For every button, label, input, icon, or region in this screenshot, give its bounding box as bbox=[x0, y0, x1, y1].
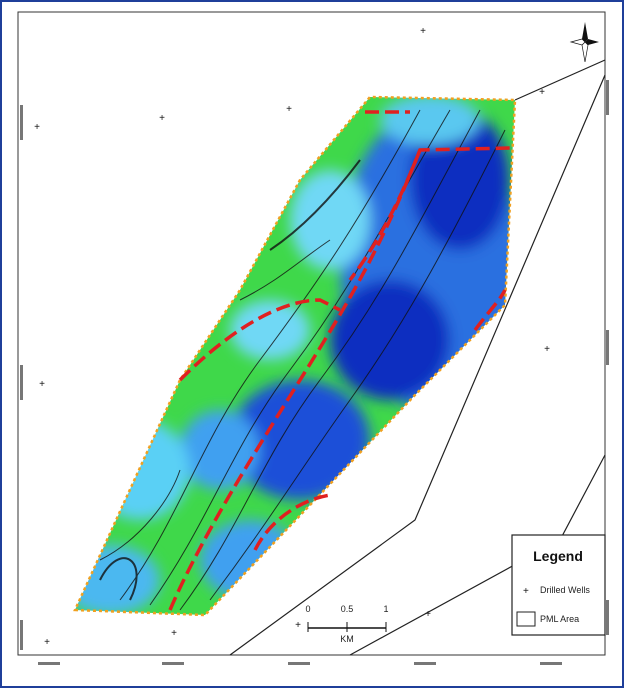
well: + bbox=[286, 104, 292, 115]
pml-boundary bbox=[73, 95, 517, 617]
well: + bbox=[159, 113, 165, 124]
map-frame bbox=[17, 11, 606, 656]
legend: Legend + Drilled Wells PML Area bbox=[511, 534, 606, 636]
wells: + + + + + + + + + + + bbox=[34, 26, 550, 648]
scale-label: 1 bbox=[383, 604, 388, 614]
legend-symbol: + bbox=[523, 586, 529, 597]
legend-title: Legend bbox=[533, 548, 583, 564]
scale-unit: KM bbox=[340, 634, 354, 644]
legend-label: Drilled Wells bbox=[540, 585, 590, 595]
scale-bar: 0 0.5 1 KM bbox=[305, 604, 388, 644]
well: + bbox=[420, 26, 426, 37]
well: + bbox=[171, 628, 177, 639]
legend-symbol bbox=[516, 611, 536, 627]
well: + bbox=[539, 87, 545, 98]
well: + bbox=[34, 122, 40, 133]
well: + bbox=[295, 620, 301, 631]
faults bbox=[168, 110, 511, 611]
scale-label: 0 bbox=[305, 604, 310, 614]
well: + bbox=[39, 379, 45, 390]
legend-label: PML Area bbox=[540, 614, 579, 624]
scale-label: 0.5 bbox=[341, 604, 354, 614]
well: + bbox=[44, 637, 50, 648]
well: + bbox=[425, 609, 431, 620]
coordinate-labels bbox=[20, 80, 609, 665]
well: + bbox=[544, 344, 550, 355]
north-arrow bbox=[569, 22, 599, 63]
